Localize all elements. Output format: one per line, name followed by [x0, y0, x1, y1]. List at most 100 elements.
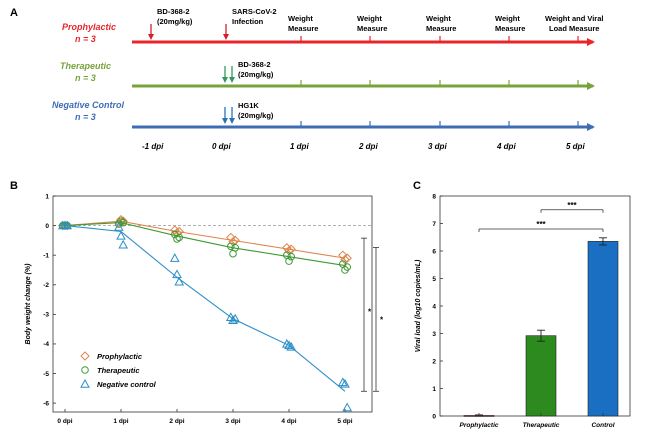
sig-star: * — [368, 308, 372, 317]
annot-bd-pre-dose: (20mg/kg) — [157, 17, 193, 26]
y-tick-label: -5 — [43, 371, 49, 378]
data-point-triangle — [116, 230, 126, 240]
annot-final-2: Load Measure — [549, 24, 599, 33]
group-prophylactic-name: Prophylactic — [62, 22, 116, 32]
timeline-negative-control-ticks — [300, 121, 579, 127]
data-point-circle — [227, 242, 235, 251]
timeline-therapeutic-ticks — [300, 80, 579, 86]
x-tick-label: 3 dpi — [225, 418, 240, 425]
data-point-circle — [117, 217, 125, 225]
y-tick-label: 6 — [432, 248, 436, 255]
y-tick-label: 3 — [432, 331, 436, 338]
x-tick-label: 1 dpi — [113, 418, 128, 425]
bar-control — [587, 241, 619, 417]
data-point-triangle — [172, 269, 182, 279]
series-line — [64, 225, 346, 392]
data-point-triangle — [281, 338, 292, 348]
annot-weight-d3-2: Measure — [426, 24, 456, 33]
annot-weight-d2-1: Weight — [357, 14, 382, 23]
annot-bd-ther-dose: (20mg/kg) — [238, 70, 274, 79]
dpi-label-4: 4 dpi — [496, 142, 516, 151]
annot-infection-1: SARS-CoV-2 — [232, 7, 277, 16]
arrow-bd-prophylactic — [148, 24, 154, 40]
group-negative-control-n: n = 3 — [75, 112, 96, 122]
legend-label: Prophylactic — [97, 352, 143, 361]
arrows-therapeutic — [222, 66, 235, 83]
panel-c-label: C — [413, 180, 421, 192]
data-point-triangle — [62, 220, 73, 230]
group-therapeutic-n: n = 3 — [75, 73, 96, 83]
data-point-diamond — [226, 232, 236, 243]
y-tick-label: 8 — [432, 193, 436, 200]
panel-a-label: A — [10, 7, 18, 19]
data-point-triangle — [342, 402, 353, 412]
dpi-label-0: 0 dpi — [212, 142, 231, 151]
series-diamond — [58, 214, 352, 265]
annot-infection-2: Infection — [232, 17, 264, 26]
data-point-triangle — [80, 378, 90, 388]
annot-weight-d3-1: Weight — [426, 14, 451, 23]
annot-hg1k: HG1K — [238, 101, 259, 110]
data-point-diamond — [118, 216, 128, 226]
y-tick-label: 0 — [45, 223, 49, 230]
data-point-circle — [287, 252, 296, 261]
y-tick-label: -2 — [43, 282, 49, 289]
data-point-triangle — [286, 341, 297, 351]
sig-star: * — [380, 315, 384, 324]
data-point-triangle — [174, 276, 185, 286]
data-point-circle — [343, 263, 352, 271]
annot-bd-ther: BD-368-2 — [238, 60, 271, 69]
sig-label: *** — [567, 201, 577, 210]
data-point-circle — [119, 218, 127, 227]
data-point-diamond — [340, 254, 350, 265]
y-tick-label: -6 — [43, 400, 49, 407]
series-triangle — [57, 220, 353, 412]
series-line — [64, 222, 346, 267]
data-point-triangle — [228, 315, 238, 324]
group-prophylactic-n: n = 3 — [75, 34, 96, 44]
annot-final-1: Weight and Viral — [545, 14, 603, 23]
x-tick-label: 5 dpi — [337, 418, 352, 425]
chart-body-weight: 1 0 -1 -2 -3 -4 -5 -6 0 dpi 1 dpi 2 dpi 3 dpi 4 dpi 5… — [25, 193, 384, 425]
data-point-diamond — [114, 217, 124, 228]
y-tick-label: 4 — [432, 303, 436, 310]
y-tick-label: 1 — [45, 193, 49, 200]
arrows-negative-control — [222, 107, 235, 124]
data-point-circle — [231, 243, 239, 252]
y-tick-label: 5 — [432, 276, 436, 283]
y-tick-label: 0 — [432, 413, 436, 420]
data-point-circle — [285, 257, 293, 265]
annot-weight-d1-2: Measure — [288, 24, 318, 33]
panel-a: A Prophylactic n = 3 Therapeutic n = 3 N… — [10, 7, 603, 151]
y-tick-label: 7 — [432, 221, 436, 228]
dpi-label-1: 1 dpi — [290, 142, 309, 151]
chart-viral-load: 0 1 2 3 4 5 6 7 8 Viral load (log10 copies/mL) Pro… — [415, 193, 631, 429]
series-line — [64, 220, 346, 259]
data-point-triangle — [230, 313, 241, 323]
sig-label: *** — [536, 220, 546, 229]
arrow-infection-prophylactic — [223, 24, 229, 40]
bar-therapeutic — [525, 335, 557, 417]
annot-weight-d4-2: Measure — [495, 24, 525, 33]
x-tick-label: 2 dpi — [169, 418, 184, 425]
y-tick-label: -4 — [43, 341, 49, 348]
data-point-triangle — [118, 239, 129, 249]
data-point-diamond — [338, 250, 348, 260]
x-tick-label: Control — [591, 422, 614, 429]
annot-weight-d4-1: Weight — [495, 14, 520, 23]
x-tick-label: Prophylactic — [459, 422, 498, 429]
data-point-triangle — [169, 253, 180, 262]
data-point-circle — [175, 233, 183, 242]
dpi-label-5: 5 dpi — [566, 142, 585, 151]
dpi-label-2: 2 dpi — [358, 142, 378, 151]
y-tick-label: -3 — [43, 312, 49, 319]
data-point-triangle — [340, 378, 350, 388]
data-point-diamond — [80, 351, 90, 361]
y-tick-label: 1 — [432, 386, 436, 393]
data-point-diamond — [174, 226, 184, 237]
x-tick-label: Therapeutic — [523, 422, 560, 429]
x-tick-label: 4 dpi — [281, 418, 296, 425]
panel-b-label: B — [10, 180, 18, 192]
timeline-prophylactic-ticks — [300, 36, 579, 42]
group-therapeutic-name: Therapeutic — [60, 61, 111, 71]
